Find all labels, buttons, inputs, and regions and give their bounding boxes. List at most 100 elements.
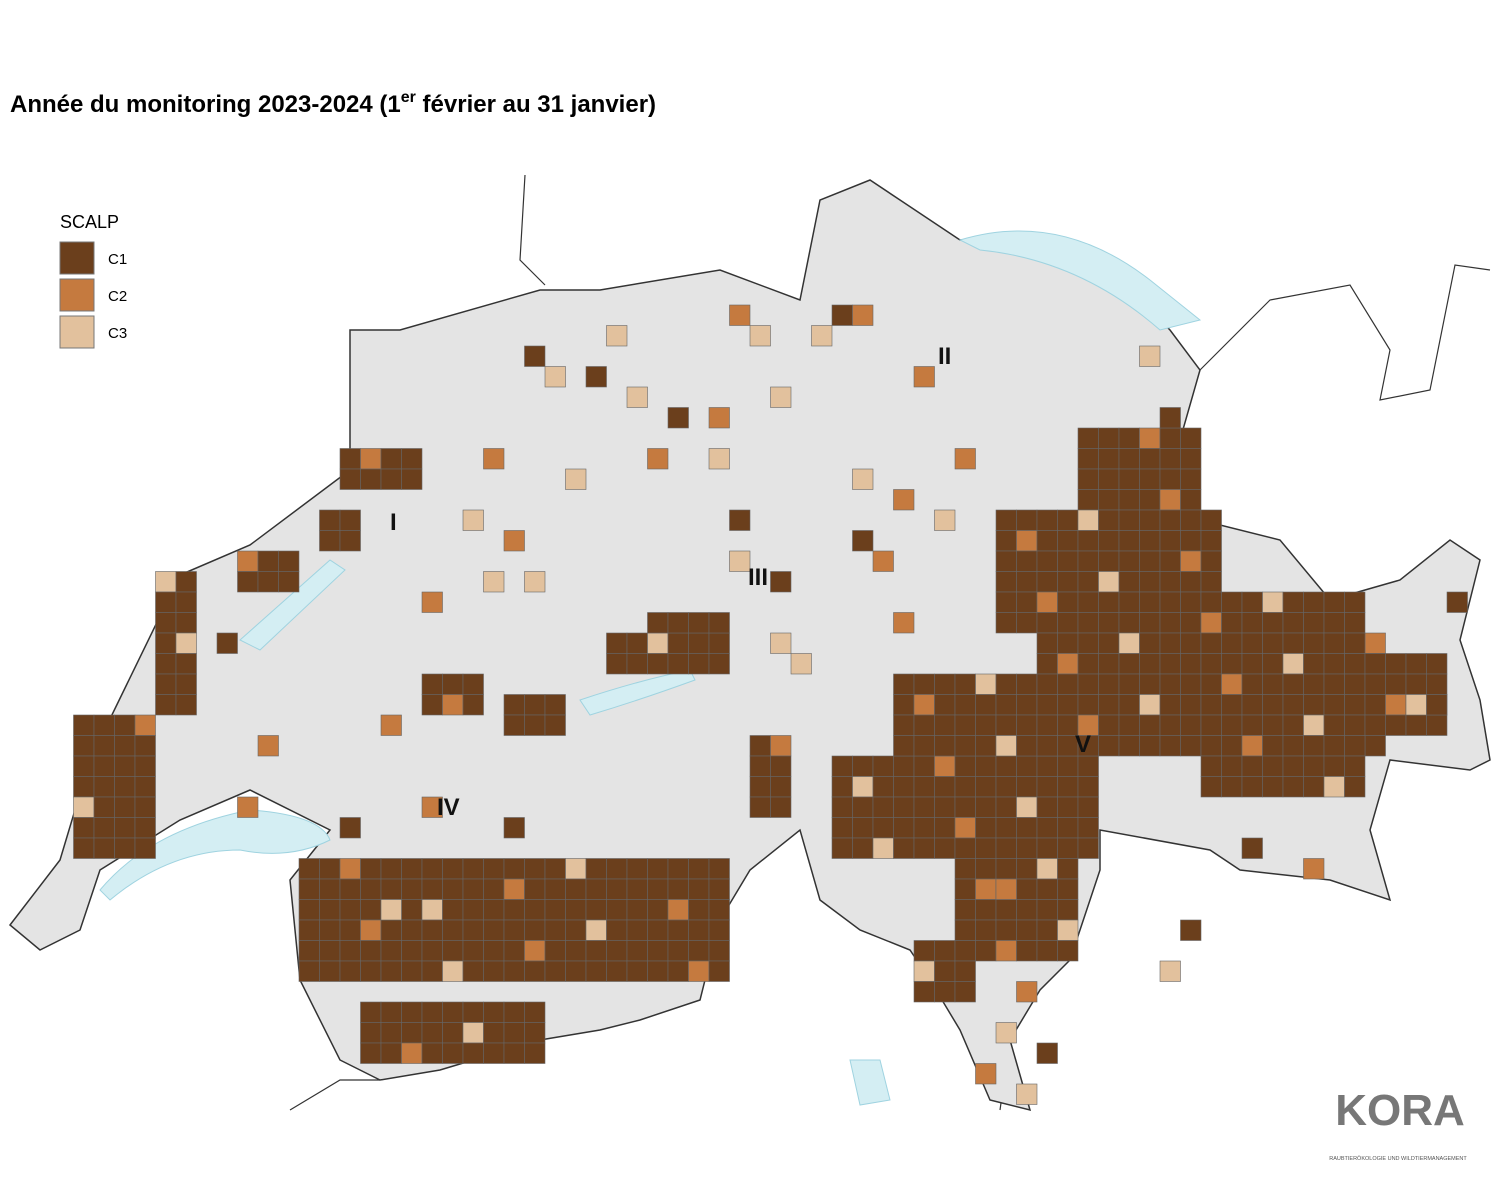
grid-cell <box>524 1042 546 1064</box>
grid-cell <box>155 694 177 716</box>
grid-cell <box>1221 612 1243 634</box>
grid-cell <box>1303 735 1325 757</box>
grid-cell <box>544 366 566 388</box>
grid-cell <box>1098 591 1120 613</box>
grid-cell <box>1426 714 1448 736</box>
grid-cell <box>1036 776 1058 798</box>
grid-cell <box>360 468 382 490</box>
grid-cell <box>975 837 997 859</box>
grid-cell <box>606 940 628 962</box>
grid-cell <box>1282 591 1304 613</box>
grid-cell <box>852 468 874 490</box>
grid-cell <box>626 386 648 408</box>
grid-cell <box>1262 776 1284 798</box>
grid-cell <box>708 632 730 654</box>
grid-cell <box>1364 694 1386 716</box>
grid-cell <box>360 919 382 941</box>
grid-cell <box>913 981 935 1003</box>
grid-cell <box>913 817 935 839</box>
grid-cell <box>175 591 197 613</box>
grid-cell <box>1262 612 1284 634</box>
grid-cell <box>421 1042 443 1064</box>
grid-cell <box>442 694 464 716</box>
grid-cell <box>93 817 115 839</box>
grid-cell <box>995 899 1017 921</box>
grid-cell <box>1139 530 1161 552</box>
grid-cell <box>503 899 525 921</box>
grid-cell <box>401 899 423 921</box>
grid-cell <box>995 550 1017 572</box>
grid-cell <box>1159 468 1181 490</box>
grid-cell <box>1118 694 1140 716</box>
grid-cell <box>380 899 402 921</box>
grid-cell <box>1159 489 1181 511</box>
grid-cell <box>688 878 710 900</box>
grid-cell <box>483 919 505 941</box>
grid-cell <box>483 1001 505 1023</box>
grid-cell <box>1364 632 1386 654</box>
grid-cell <box>1139 448 1161 470</box>
grid-cell <box>462 1001 484 1023</box>
grid-cell <box>442 1022 464 1044</box>
grid-cell <box>483 899 505 921</box>
grid-cell <box>421 878 443 900</box>
grid-cell <box>380 940 402 962</box>
grid-cell <box>1036 509 1058 531</box>
logo-tagline: RAUBTIERÖKOLOGIE UND WILDTIERMANAGEMENT <box>1329 1155 1467 1162</box>
grid-cell <box>73 735 95 757</box>
grid-cell <box>1344 673 1366 695</box>
logo: KORA <box>1335 1086 1465 1135</box>
grid-cell <box>954 755 976 777</box>
grid-cell <box>1200 673 1222 695</box>
grid-cell <box>155 673 177 695</box>
grid-cell <box>749 755 771 777</box>
grid-cell <box>1016 837 1038 859</box>
grid-cell <box>1323 653 1345 675</box>
grid-cell <box>954 714 976 736</box>
grid-cell <box>401 940 423 962</box>
grid-cell <box>811 325 833 347</box>
grid-cell <box>73 755 95 777</box>
grid-cell <box>1221 591 1243 613</box>
grid-cell <box>462 858 484 880</box>
grid-cell <box>114 817 136 839</box>
grid-cell <box>852 530 874 552</box>
legend-swatch <box>59 315 95 349</box>
grid-cell <box>1036 673 1058 695</box>
grid-cell <box>913 735 935 757</box>
grid-cell <box>339 960 361 982</box>
grid-cell <box>606 325 628 347</box>
grid-cell <box>954 960 976 982</box>
grid-cell <box>1118 427 1140 449</box>
grid-cell <box>544 919 566 941</box>
grid-cell <box>1303 694 1325 716</box>
grid-cell <box>1036 632 1058 654</box>
grid-cell <box>1405 673 1427 695</box>
grid-cell <box>524 1001 546 1023</box>
grid-cell <box>1016 591 1038 613</box>
grid-cell <box>401 448 423 470</box>
grid-cell <box>708 899 730 921</box>
grid-cell <box>380 448 402 470</box>
grid-cell <box>688 960 710 982</box>
grid-cell <box>647 899 669 921</box>
grid-cell <box>626 632 648 654</box>
grid-cell <box>565 940 587 962</box>
grid-cell <box>114 714 136 736</box>
grid-cell <box>1303 673 1325 695</box>
grid-cell <box>893 755 915 777</box>
grid-cell <box>1200 776 1222 798</box>
grid-cell <box>667 632 689 654</box>
grid-cell <box>1446 591 1468 613</box>
grid-cell <box>1323 673 1345 695</box>
grid-cell <box>995 591 1017 613</box>
grid-cell <box>647 612 669 634</box>
grid-cell <box>401 1022 423 1044</box>
grid-cell <box>155 591 177 613</box>
grid-cell <box>298 878 320 900</box>
grid-cell <box>1036 858 1058 880</box>
grid-cell <box>975 878 997 900</box>
grid-cell <box>626 899 648 921</box>
grid-cell <box>298 919 320 941</box>
